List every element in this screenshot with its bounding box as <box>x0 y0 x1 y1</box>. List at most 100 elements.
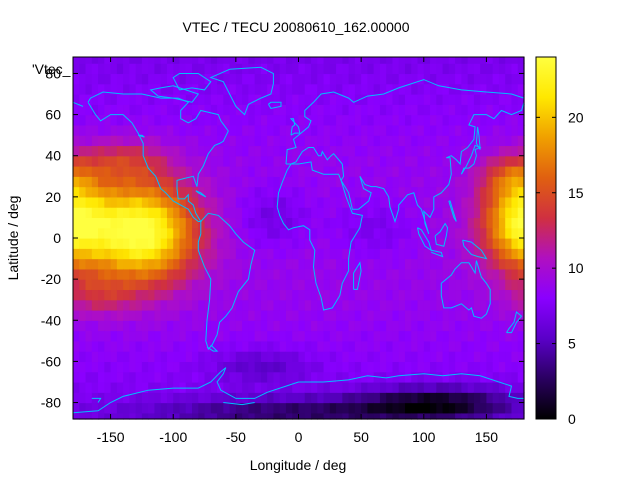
heatmap-cell <box>442 381 450 393</box>
heatmap-cell <box>404 63 412 75</box>
heatmap-cell <box>404 392 412 404</box>
heatmap-cell <box>210 299 218 311</box>
heatmap-cell <box>511 279 519 291</box>
plot-area <box>73 57 525 420</box>
heatmap-cell <box>505 83 513 95</box>
heatmap-cell <box>217 320 224 332</box>
heatmap-cell <box>348 135 356 147</box>
heatmap-cell <box>298 361 306 373</box>
heatmap-cell <box>505 268 513 280</box>
heatmap-cell <box>317 320 325 332</box>
heatmap-cell <box>210 145 218 157</box>
heatmap-cell <box>336 392 343 404</box>
heatmap-cell <box>423 299 431 311</box>
heatmap-cell <box>110 340 118 352</box>
heatmap-cell <box>73 268 80 280</box>
heatmap-cell <box>148 196 156 208</box>
heatmap-cell <box>248 63 256 75</box>
heatmap-cell <box>173 279 181 291</box>
heatmap-cell <box>154 258 162 270</box>
heatmap-cell <box>323 371 331 383</box>
heatmap-cell <box>85 114 93 126</box>
heatmap-cell <box>98 196 105 208</box>
heatmap-cell <box>204 73 212 85</box>
heatmap-cell <box>135 238 143 249</box>
heatmap-cell <box>311 238 318 249</box>
heatmap-cell <box>342 186 350 198</box>
heatmap-cell <box>461 279 469 291</box>
heatmap-cell <box>511 361 519 373</box>
heatmap-cell <box>336 73 343 85</box>
heatmap-cell <box>79 268 87 280</box>
heatmap-cell <box>154 238 162 249</box>
heatmap-cell <box>141 217 149 229</box>
heatmap-cell <box>492 94 500 105</box>
heatmap-cell <box>242 351 249 363</box>
heatmap-cell <box>423 330 431 342</box>
heatmap-cell <box>242 186 249 198</box>
heatmap-cell <box>311 186 318 198</box>
heatmap-cell <box>492 392 500 404</box>
heatmap-cell <box>473 402 481 414</box>
heatmap-cell <box>116 207 124 219</box>
heatmap-cell <box>217 258 224 270</box>
heatmap-cell <box>436 186 444 198</box>
heatmap-cell <box>135 83 143 95</box>
heatmap-cell <box>329 73 337 85</box>
heatmap-cell <box>141 196 149 208</box>
heatmap-cell <box>342 63 350 75</box>
heatmap-cell <box>386 258 394 270</box>
heatmap-cell <box>292 238 300 249</box>
heatmap-cell <box>361 299 368 311</box>
heatmap-cell <box>461 227 469 239</box>
heatmap-cell <box>160 361 168 373</box>
heatmap-cell <box>267 381 275 393</box>
heatmap-cell <box>129 268 137 280</box>
heatmap-cell <box>210 402 218 414</box>
heatmap-cell <box>361 340 368 352</box>
heatmap-cell <box>367 371 375 383</box>
heatmap-cell <box>336 258 343 270</box>
heatmap-cell <box>179 412 187 420</box>
heatmap-cell <box>135 227 143 239</box>
heatmap-cell <box>85 258 93 270</box>
heatmap-cell <box>467 207 475 219</box>
heatmap-cell <box>498 104 506 116</box>
heatmap-cell <box>304 279 312 291</box>
heatmap-cell <box>336 145 343 157</box>
heatmap-cell <box>311 73 318 85</box>
heatmap-cell <box>223 402 231 414</box>
heatmap-cell <box>91 94 99 105</box>
heatmap-cell <box>192 124 199 136</box>
coastline-overlay <box>72 66 525 414</box>
heatmap-cell <box>329 83 337 95</box>
heatmap-cell <box>179 309 187 321</box>
heatmap-cell <box>123 83 130 95</box>
heatmap-cell <box>166 63 174 75</box>
heatmap-cell <box>461 309 469 321</box>
heatmap-cell <box>98 392 105 404</box>
heatmap-cell <box>430 381 437 393</box>
coastline <box>197 212 256 351</box>
heatmap-cell <box>492 330 500 342</box>
heatmap-cell <box>135 258 143 270</box>
heatmap-cell <box>141 392 149 404</box>
heatmap-cell <box>273 320 281 332</box>
heatmap-cell <box>442 73 450 85</box>
heatmap-cell <box>273 412 281 420</box>
heatmap-cell <box>436 299 444 311</box>
heatmap-cell <box>135 155 143 167</box>
heatmap-cell <box>91 268 99 280</box>
heatmap-cell <box>505 279 513 291</box>
heatmap-cell <box>498 207 506 219</box>
heatmap-cell <box>304 320 312 332</box>
heatmap-cell <box>392 238 400 249</box>
heatmap-cell <box>404 289 412 301</box>
heatmap-cell <box>254 392 262 404</box>
heatmap-cell <box>104 63 112 75</box>
heatmap-cell <box>285 361 293 373</box>
heatmap-cell <box>311 135 318 147</box>
heatmap-cell <box>85 176 93 188</box>
heatmap-cell <box>448 114 456 126</box>
